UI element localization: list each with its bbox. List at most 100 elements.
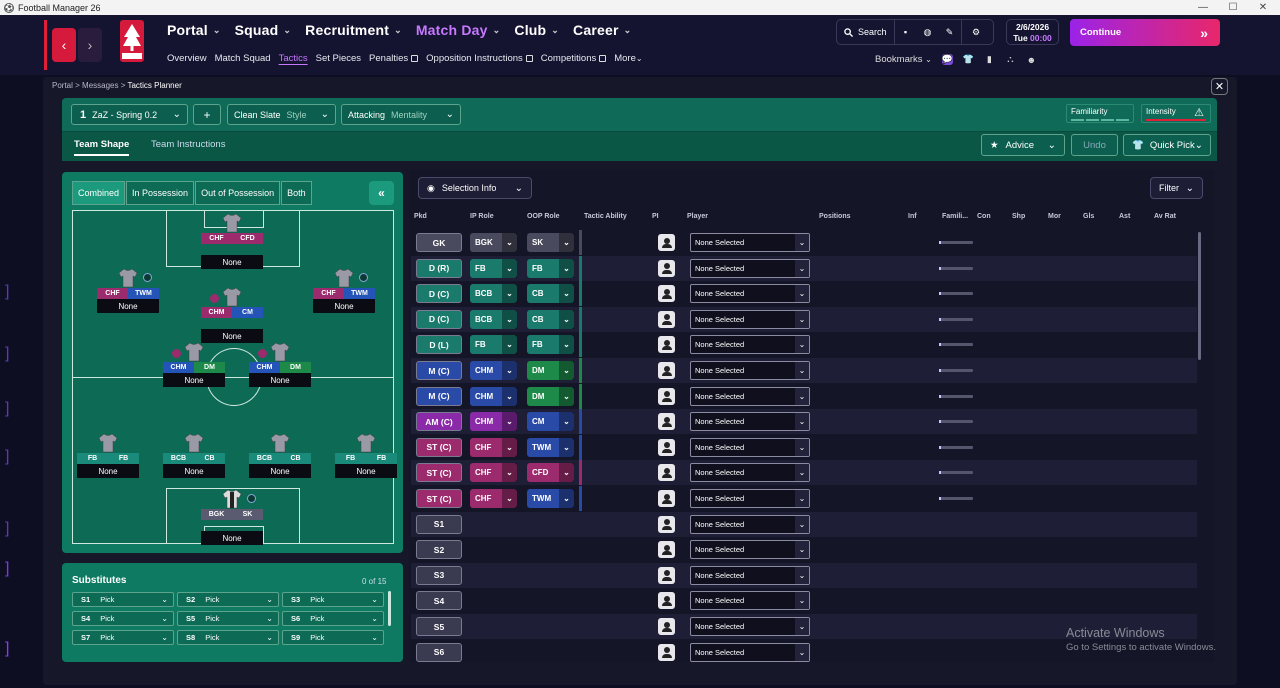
subs-scrollbar[interactable] bbox=[388, 591, 391, 626]
position-button[interactable]: S6 bbox=[416, 642, 462, 662]
player-instructions-button[interactable] bbox=[658, 310, 675, 328]
subnav-item-more[interactable]: More ⌄ bbox=[614, 53, 642, 64]
player-select[interactable]: None Selected ⌄ bbox=[690, 412, 810, 432]
player-instructions-button[interactable] bbox=[658, 618, 675, 635]
oop-role-select[interactable]: TWM ⌄ bbox=[527, 437, 574, 457]
oop-role-select[interactable]: DM ⌄ bbox=[527, 361, 574, 380]
position-button[interactable]: S1 bbox=[416, 514, 462, 534]
nav-item-match-day[interactable]: Match Day ⌄ bbox=[416, 22, 501, 38]
breadcrumb-item[interactable]: Portal bbox=[52, 81, 73, 90]
nav-item-portal[interactable]: Portal ⌄ bbox=[167, 22, 221, 38]
oop-role-select[interactable]: SK ⌄ bbox=[527, 233, 574, 252]
sub-slot-s4[interactable]: S4 Pick ⌄ bbox=[72, 611, 174, 626]
position-button[interactable]: ST (C) bbox=[416, 489, 462, 508]
ip-role-select[interactable]: BCB ⌄ bbox=[470, 284, 517, 304]
player-select[interactable]: None Selected ⌄ bbox=[690, 540, 810, 560]
oop-role-select[interactable]: FB ⌄ bbox=[527, 335, 574, 355]
position-button[interactable]: ST (C) bbox=[416, 437, 462, 457]
sub-slot-s2[interactable]: S2 Pick ⌄ bbox=[177, 592, 279, 607]
player-slot-lcm[interactable]: CHM DM None bbox=[163, 342, 225, 396]
ip-role-select[interactable]: FB ⌄ bbox=[470, 335, 517, 355]
subnav-item-tactics[interactable]: Tactics bbox=[279, 53, 308, 64]
position-button[interactable]: M (C) bbox=[416, 361, 462, 380]
ip-role-select[interactable]: CHM ⌄ bbox=[470, 386, 517, 406]
settings-button[interactable]: ⚙ bbox=[960, 20, 991, 44]
player-select[interactable]: None Selected ⌄ bbox=[690, 437, 810, 457]
position-button[interactable]: ST (C) bbox=[416, 463, 462, 483]
continue-button[interactable]: Continue » bbox=[1070, 19, 1220, 46]
player-instructions-button[interactable] bbox=[658, 464, 675, 482]
player-instructions-button[interactable] bbox=[658, 259, 675, 277]
tab-team-shape[interactable]: Team Shape bbox=[74, 139, 130, 156]
sub-slot-s6[interactable]: S6 Pick ⌄ bbox=[282, 611, 384, 626]
ip-role-select[interactable]: CHF ⌄ bbox=[470, 463, 517, 483]
nav-item-squad[interactable]: Squad ⌄ bbox=[235, 22, 292, 38]
oop-role-select[interactable]: TWM ⌄ bbox=[527, 489, 574, 508]
oop-role-select[interactable]: CB ⌄ bbox=[527, 309, 574, 329]
position-button[interactable]: D (C) bbox=[416, 284, 462, 304]
player-instructions-button[interactable] bbox=[658, 413, 675, 431]
intensity-meter[interactable]: Intensity ⚠ bbox=[1141, 104, 1211, 123]
selection-info-button[interactable]: ◉ Selection Info ⌄ bbox=[418, 177, 532, 199]
player-instructions-button[interactable] bbox=[658, 592, 675, 610]
close-panel-button[interactable]: ✕ bbox=[1211, 78, 1228, 95]
player-select[interactable]: None Selected ⌄ bbox=[690, 591, 810, 611]
undo-button[interactable]: Undo bbox=[1071, 134, 1118, 156]
face-icon[interactable]: ☻ bbox=[1026, 54, 1037, 65]
player-slot-lb[interactable]: FB FB None bbox=[77, 433, 139, 487]
player-instructions-button[interactable] bbox=[658, 566, 675, 584]
sub-slot-s9[interactable]: S9 Pick ⌄ bbox=[282, 630, 384, 645]
mode-in-possession[interactable]: In Possession bbox=[126, 181, 195, 205]
world-button[interactable]: ◍ bbox=[917, 20, 939, 44]
player-select[interactable]: None Selected ⌄ bbox=[690, 489, 810, 508]
subnav-item-overview[interactable]: Overview bbox=[167, 53, 207, 64]
player-select[interactable]: None Selected ⌄ bbox=[690, 284, 810, 304]
sub-slot-s3[interactable]: S3 Pick ⌄ bbox=[282, 592, 384, 607]
player-instructions-button[interactable] bbox=[658, 234, 675, 251]
player-instructions-button[interactable] bbox=[658, 285, 675, 303]
oop-role-select[interactable]: CFD ⌄ bbox=[527, 463, 574, 483]
back-button[interactable]: ‹ bbox=[52, 28, 76, 62]
player-instructions-button[interactable] bbox=[658, 362, 675, 379]
player-slot-rcm[interactable]: CHM DM None bbox=[249, 342, 311, 396]
filter-button[interactable]: Filter ⌄ bbox=[1150, 177, 1203, 199]
subnav-item-competitions[interactable]: Competitions bbox=[541, 53, 607, 64]
sub-slot-s5[interactable]: S5 Pick ⌄ bbox=[177, 611, 279, 626]
search-button[interactable]: Search bbox=[837, 20, 895, 44]
player-instructions-button[interactable] bbox=[658, 515, 675, 533]
position-button[interactable]: D (C) bbox=[416, 309, 462, 329]
subnav-item-penalties[interactable]: Penalties bbox=[369, 53, 419, 64]
player-select[interactable]: None Selected ⌄ bbox=[690, 642, 810, 662]
player-instructions-button[interactable] bbox=[658, 490, 675, 507]
player-slot-rcb[interactable]: BCB CB None bbox=[249, 433, 311, 487]
advice-button[interactable]: ★ Advice ⌄ bbox=[981, 134, 1065, 156]
breadcrumb-item[interactable]: Messages bbox=[82, 81, 119, 90]
date-display[interactable]: 2/6/2026 Tue 00:00 bbox=[1006, 19, 1059, 45]
sub-slot-s8[interactable]: S8 Pick ⌄ bbox=[177, 630, 279, 645]
shirt-icon[interactable]: 👕 bbox=[962, 54, 974, 64]
ip-role-select[interactable]: BCB ⌄ bbox=[470, 309, 517, 329]
position-button[interactable]: S2 bbox=[416, 540, 462, 560]
mode-combined[interactable]: Combined bbox=[72, 181, 126, 205]
ip-role-select[interactable]: FB ⌄ bbox=[470, 258, 517, 278]
subnav-item-opposition-instructions[interactable]: Opposition Instructions bbox=[426, 53, 533, 64]
close-icon[interactable]: ✕ bbox=[1258, 2, 1268, 13]
ip-role-select[interactable]: BGK ⌄ bbox=[470, 233, 517, 252]
nav-item-club[interactable]: Club ⌄ bbox=[514, 22, 559, 38]
player-slot-gk[interactable]: BGK SK None bbox=[201, 489, 263, 545]
position-button[interactable]: M (C) bbox=[416, 386, 462, 406]
position-button[interactable]: S4 bbox=[416, 591, 462, 611]
player-slot-st[interactable]: CHF CFD None bbox=[201, 213, 263, 269]
inbox-button[interactable]: ▪ bbox=[895, 20, 917, 44]
oop-role-select[interactable]: FB ⌄ bbox=[527, 258, 574, 278]
position-button[interactable]: D (L) bbox=[416, 335, 462, 355]
player-select[interactable]: None Selected ⌄ bbox=[690, 463, 810, 483]
player-slot-rw[interactable]: CHF TWM None bbox=[313, 268, 375, 322]
mode-out-of-possession[interactable]: Out of Possession bbox=[195, 181, 281, 205]
collapse-button[interactable]: « bbox=[369, 181, 394, 205]
oop-role-select[interactable]: DM ⌄ bbox=[527, 386, 574, 406]
player-slot-lcb[interactable]: BCB CB None bbox=[163, 433, 225, 487]
bookmarks-button[interactable]: Bookmarks ⌄ bbox=[875, 54, 932, 65]
nav-item-career[interactable]: Career ⌄ bbox=[573, 22, 631, 38]
position-button[interactable]: AM (C) bbox=[416, 412, 462, 432]
